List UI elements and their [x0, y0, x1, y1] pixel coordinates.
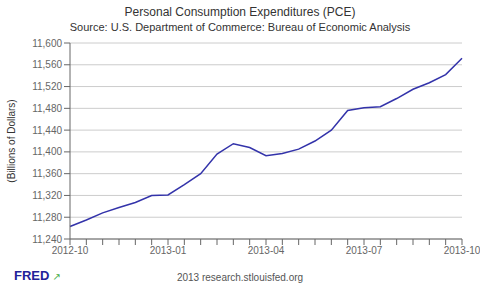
html-text:Personal Consumption Expenditu: Personal Consumption Expenditures (PCE)	[124, 5, 356, 19]
html-text:2013 research.stlouisfed.org: 2013 research.stlouisfed.org	[176, 272, 304, 283]
svg-text:11,520: 11,520	[32, 81, 62, 92]
svg-text:11,360: 11,360	[32, 168, 62, 179]
svg-text:2013-07: 2013-07	[346, 245, 383, 256]
svg-text:11,600: 11,600	[32, 38, 62, 49]
svg-text:11,560: 11,560	[32, 59, 62, 70]
svg-text:2013-10: 2013-10	[444, 245, 472, 256]
svg-text:11,280: 11,280	[32, 212, 62, 223]
svg-text:11,440: 11,440	[32, 125, 62, 136]
html-text:Source: U.S. Department of Com: Source: U.S. Department of Commerce: Bur…	[69, 21, 411, 33]
svg-text:11,320: 11,320	[32, 190, 62, 201]
svg-text:2012-10: 2012-10	[52, 245, 89, 256]
svg-text:(Billions of Dollars): (Billions of Dollars)	[8, 99, 17, 182]
svg-text:11,240: 11,240	[32, 234, 62, 245]
svg-text:2013-01: 2013-01	[150, 245, 187, 256]
svg-text:11,400: 11,400	[32, 146, 62, 157]
svg-text:2013-04: 2013-04	[248, 245, 285, 256]
svg-text:11,480: 11,480	[32, 103, 62, 114]
html-text:FRED ↗: FRED ↗	[14, 268, 61, 283]
